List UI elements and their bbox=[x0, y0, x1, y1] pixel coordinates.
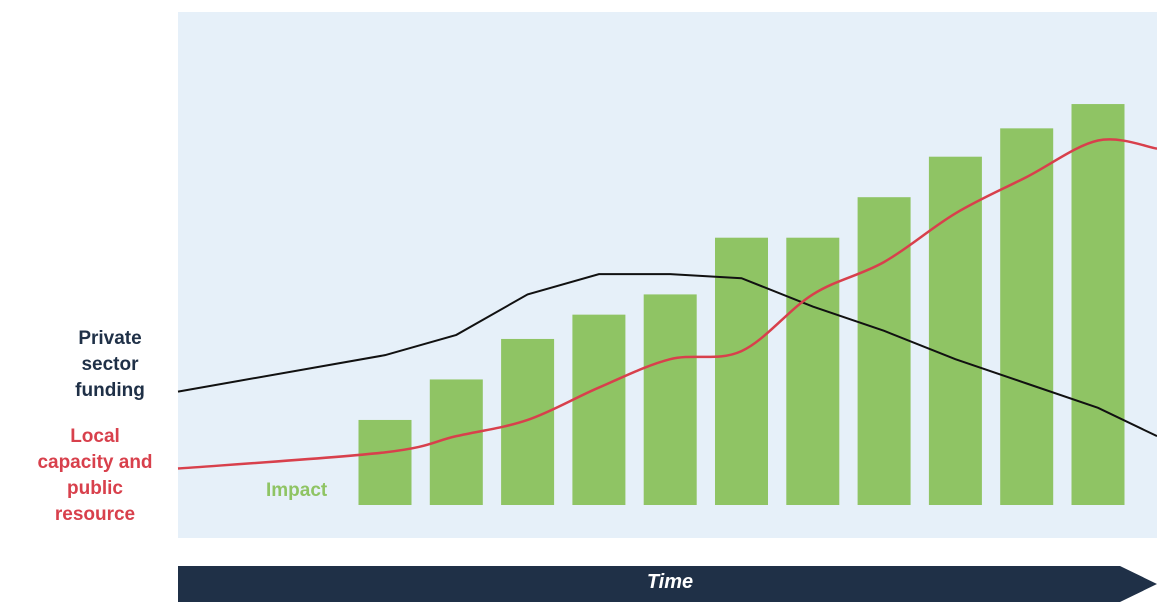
impact-bar bbox=[1071, 104, 1125, 506]
impact-bar bbox=[501, 338, 555, 505]
local-label-line: Local bbox=[70, 426, 120, 447]
local-label-line: capacity and bbox=[37, 452, 153, 473]
private-sector-funding-line bbox=[177, 273, 1157, 438]
private-label-line: sector bbox=[81, 354, 139, 375]
local-label-line: resource bbox=[54, 504, 136, 525]
impact-bar bbox=[1000, 128, 1054, 505]
private-label-line: funding bbox=[75, 380, 145, 401]
time-arrow bbox=[178, 566, 1157, 602]
impact-label: Impact bbox=[266, 480, 328, 501]
impact-bar bbox=[928, 156, 982, 505]
private-label-line: Private bbox=[78, 328, 142, 349]
impact-bar bbox=[857, 197, 911, 505]
local-capacity-label: Local capacity and public resource bbox=[25, 424, 165, 528]
impact-bar bbox=[643, 294, 697, 505]
time-axis-label: Time bbox=[646, 571, 694, 593]
impact-bar bbox=[572, 314, 626, 505]
local-capacity-line bbox=[177, 138, 1157, 470]
impact-bar bbox=[358, 419, 412, 505]
impact-bars bbox=[358, 104, 1125, 506]
private-sector-funding-label: Private sector funding bbox=[55, 326, 165, 404]
impact-bar bbox=[786, 237, 840, 505]
impact-bar bbox=[715, 237, 768, 505]
local-label-line: public bbox=[67, 478, 123, 499]
